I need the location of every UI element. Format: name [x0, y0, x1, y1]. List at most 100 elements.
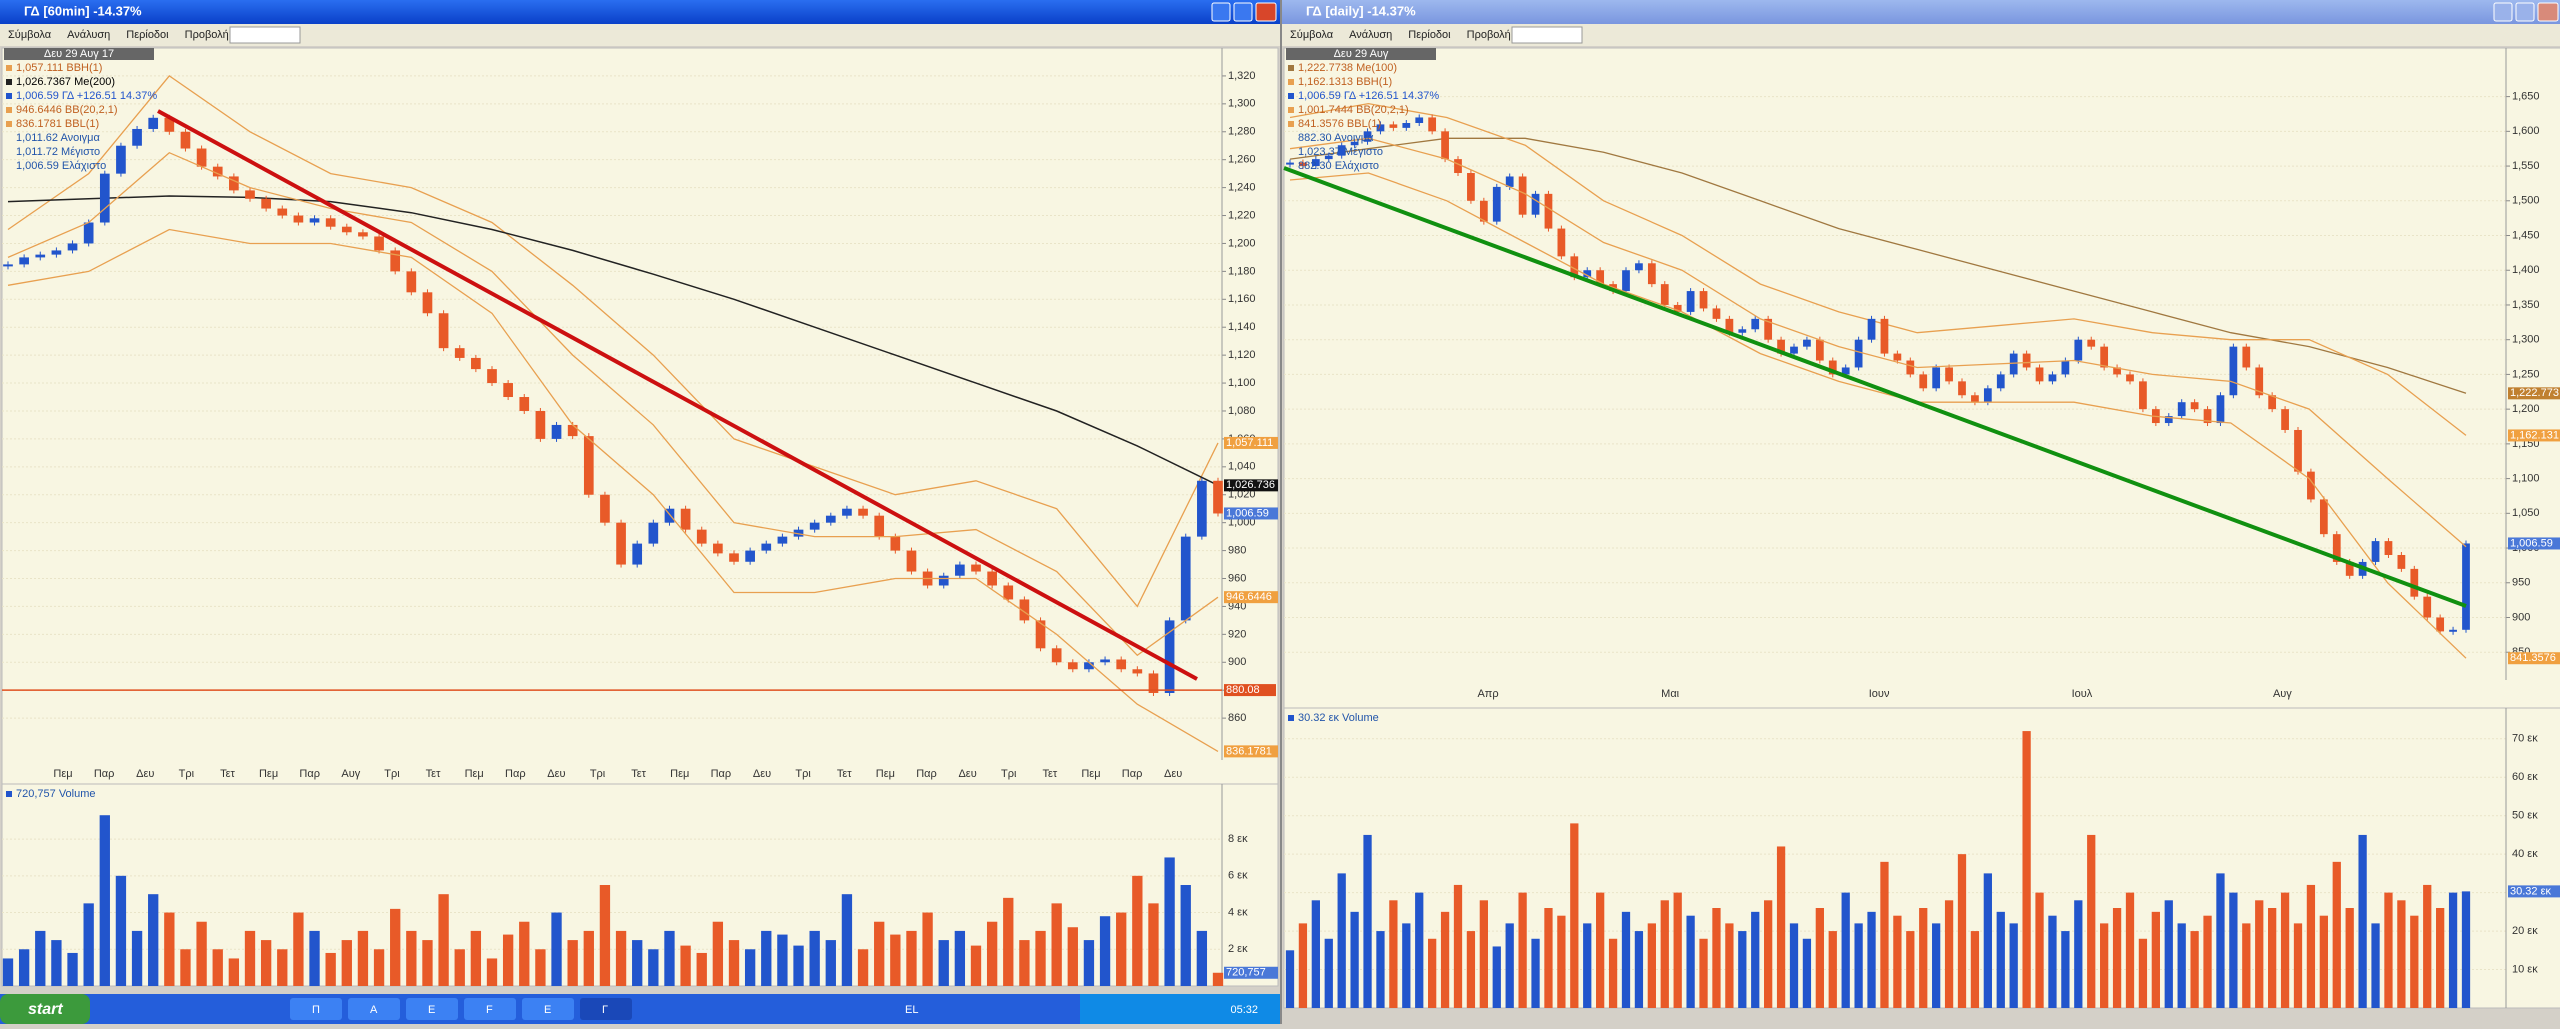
candle: [842, 508, 852, 516]
candle: [2216, 395, 2225, 424]
x-tick-label: Τρι: [384, 768, 400, 780]
candle: [35, 254, 46, 258]
volume-bar: [825, 940, 836, 986]
y-tick-label: 1,500: [2512, 195, 2540, 207]
candle: [245, 190, 255, 199]
volume-bar: [1180, 885, 1191, 986]
price-tag-label: 946.6446: [1226, 591, 1272, 603]
candle: [1945, 367, 1953, 382]
x-tick-label: Δευ: [958, 768, 976, 780]
candle: [519, 397, 530, 411]
menu-item[interactable]: Σύμβολα: [8, 29, 52, 41]
task-button[interactable]: [464, 998, 516, 1020]
price-tag: [1224, 684, 1276, 697]
price-tag: [1224, 507, 1278, 520]
x-tick-label: Παρ: [916, 768, 937, 780]
legend-entry: 841.3576 BBL(1): [1298, 118, 1381, 130]
volume-bar: [212, 949, 223, 986]
volume-bar: [1583, 923, 1592, 1008]
candle: [1019, 599, 1030, 621]
y-tick-label: 2 εκ: [1228, 943, 1248, 955]
volume-bar: [2216, 873, 2225, 1008]
candle: [212, 166, 223, 177]
minimize-button[interactable]: [1211, 2, 1231, 22]
y-tick-label: 1,400: [2512, 264, 2540, 276]
volume-bar: [99, 815, 110, 986]
candle: [1738, 329, 1747, 333]
y-tick-label: 8 εκ: [1228, 833, 1248, 845]
y-tick-label: 1,020: [1228, 489, 1256, 501]
task-button[interactable]: [580, 998, 632, 1020]
candle: [2190, 402, 2199, 410]
plot-background: [1, 47, 1279, 789]
volume-bar: [648, 949, 659, 986]
close-button[interactable]: [2537, 2, 2559, 22]
volume-bar: [164, 912, 175, 986]
maximize-button[interactable]: [1233, 2, 1253, 22]
volume-bar: [1996, 911, 2005, 1008]
x-tick-label: Πεμ: [670, 768, 689, 780]
y-tick-label: 4 εκ: [1228, 906, 1248, 918]
menu-item[interactable]: Σύμβολα: [1290, 29, 1334, 41]
minimize-button[interactable]: [2493, 2, 2513, 22]
volume-bar: [260, 940, 272, 986]
volume-bar: [228, 958, 240, 986]
menu-item[interactable]: Ανάλυση: [1349, 29, 1392, 41]
menu-item[interactable]: Προβολή: [185, 29, 229, 41]
y-tick-label: 50 εκ: [2512, 810, 2538, 822]
candle: [1164, 620, 1175, 693]
task-button[interactable]: [406, 998, 458, 1020]
volume-bar: [841, 894, 853, 986]
price-tag: [2508, 652, 2560, 665]
maximize-button[interactable]: [2515, 2, 2535, 22]
candle: [729, 553, 739, 562]
candle: [1996, 374, 2005, 389]
legend-swatch: [6, 93, 12, 99]
volume-bar: [1906, 931, 1915, 1008]
close-button[interactable]: [1255, 2, 1277, 22]
x-tick-label: Πεμ: [1081, 768, 1100, 780]
candle: [1622, 270, 1630, 292]
y-tick-label: 60 εκ: [2512, 771, 2538, 783]
volume-bar: [2048, 915, 2057, 1008]
volume-bar: [244, 930, 256, 986]
volume-bar: [51, 940, 62, 986]
legend-swatch: [1288, 93, 1294, 99]
legend-swatch: [1288, 107, 1294, 113]
symbol-input[interactable]: [1511, 26, 1583, 44]
y-tick-label: 10 εκ: [2512, 963, 2538, 975]
volume-bar: [1492, 946, 1501, 1008]
y-tick-label: 1,450: [2512, 229, 2540, 241]
legend-swatch: [1288, 715, 1294, 721]
volume-bar: [2461, 891, 2471, 1008]
volume-bar: [2112, 908, 2122, 1008]
volume-bar: [1647, 923, 1656, 1008]
legend-swatch: [1288, 121, 1294, 127]
task-button[interactable]: [522, 998, 574, 1020]
volume-tag: [1224, 966, 1278, 979]
volume-bar: [1608, 938, 1618, 1008]
volume-bar: [2319, 915, 2328, 1008]
volume-bar: [2293, 923, 2303, 1008]
legend-entry: 1,162.1313 BBH(1): [1298, 76, 1392, 88]
volume-bar: [293, 912, 304, 986]
volume-bar: [1544, 908, 1553, 1008]
candle: [1828, 360, 1837, 375]
symbol-input[interactable]: [229, 26, 301, 44]
candle: [132, 128, 142, 146]
volume-bar: [954, 930, 966, 986]
y-tick-label: 920: [1228, 628, 1246, 640]
candle: [2397, 554, 2406, 569]
start-button[interactable]: [0, 994, 90, 1024]
task-button[interactable]: [290, 998, 342, 1020]
task-button[interactable]: [348, 998, 400, 1020]
menu-item[interactable]: Ανάλυση: [67, 29, 110, 41]
menu-item[interactable]: Περίοδοι: [126, 29, 169, 41]
candle: [2423, 596, 2432, 618]
y-tick-label: 1,240: [1228, 182, 1256, 194]
menu-item[interactable]: Περίοδοι: [1408, 29, 1451, 41]
language[interactable]: EL: [905, 1004, 918, 1016]
menu-item[interactable]: Προβολή: [1467, 29, 1511, 41]
volume-bar: [1363, 834, 1372, 1008]
